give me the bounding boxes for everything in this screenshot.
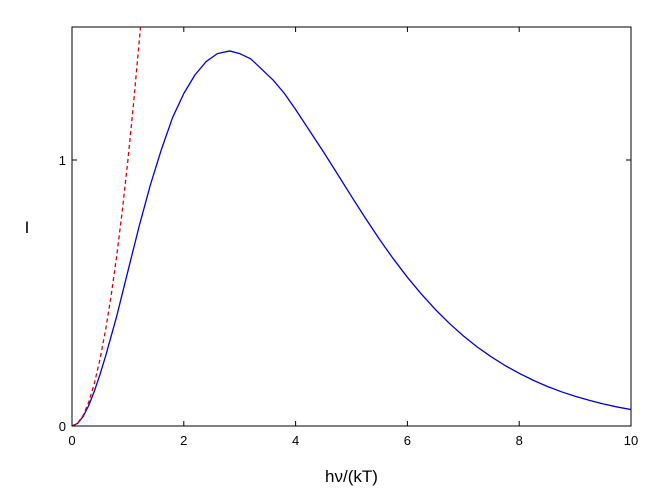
plot-frame: [71, 26, 632, 427]
series-line-dashed: [72, 27, 142, 426]
tick-layer: 0 2 4 6 8 10 0 1: [59, 27, 638, 448]
x-tick-label: 0: [68, 433, 75, 448]
x-tick-label: 2: [180, 433, 187, 448]
x-tick-label: 10: [624, 433, 638, 448]
x-tick-label: 8: [516, 433, 523, 448]
x-axis-label: hν/(kT): [325, 467, 378, 486]
x-tick-label: 4: [292, 433, 299, 448]
x-tick-label: 6: [404, 433, 411, 448]
series-layer: [72, 27, 631, 426]
series-line-solid: [72, 50, 631, 426]
y-tick-label: 1: [59, 153, 66, 168]
y-axis-label: I: [25, 218, 30, 237]
y-tick-label: 0: [59, 419, 66, 434]
